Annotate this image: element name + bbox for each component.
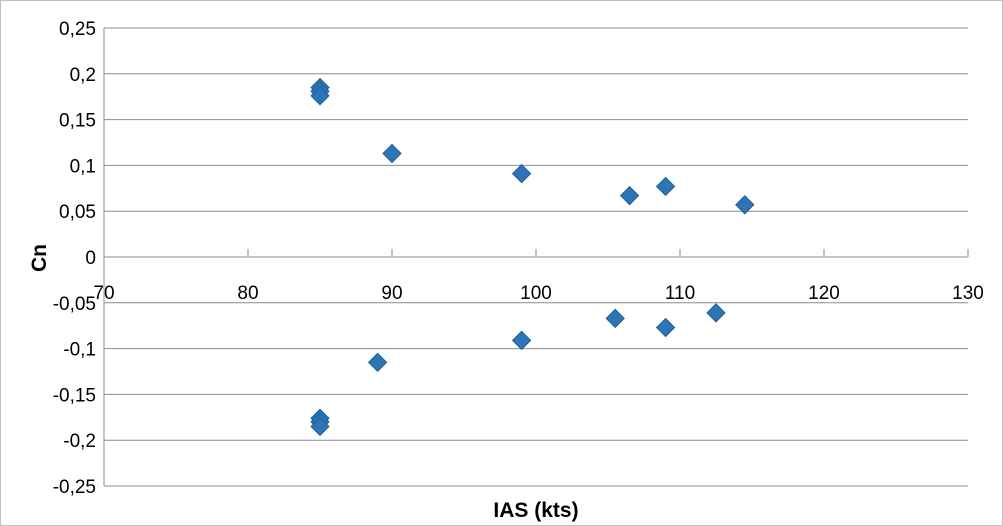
axes [103, 28, 969, 486]
data-point [655, 317, 676, 338]
y-tick-label: 0,25 [59, 19, 96, 40]
y-tick-label: -0,05 [53, 294, 96, 315]
data-point [310, 86, 330, 106]
data-point [310, 416, 330, 437]
x-tick-label: 80 [237, 283, 258, 304]
x-tick-label: 110 [665, 283, 695, 304]
x-tick-labels: 70 80 90 100 110 120 130 [93, 283, 983, 304]
y-tick-label: -0,25 [53, 477, 96, 498]
data-point [619, 185, 640, 206]
data-point [735, 195, 755, 215]
data-point [605, 308, 625, 329]
x-axis-title: IAS (kts) [493, 499, 578, 522]
data-points [310, 77, 755, 437]
y-tick-label: 0 [85, 248, 96, 269]
y-tick-label: 0,2 [70, 65, 96, 86]
y-tick-label: -0,15 [53, 385, 96, 406]
y-tick-label: 0,05 [59, 202, 96, 223]
y-axis-title: Cn [28, 244, 51, 272]
x-tick-label: 90 [381, 283, 402, 304]
x-tick-label: 100 [520, 283, 552, 304]
x-tick-label: 70 [93, 283, 114, 304]
data-point [382, 143, 402, 164]
y-tick-label: -0,1 [63, 340, 96, 361]
y-tick-label: 0,1 [70, 156, 96, 177]
y-tick-label: -0,2 [63, 431, 96, 452]
x-tick-label: 120 [808, 283, 840, 304]
data-point [367, 352, 388, 373]
y-tick-labels: 0,25 0,2 0,15 0,1 0,05 0 -0,05 -0,1 -0,15 -0,2 -0,… [53, 19, 96, 498]
data-point [655, 176, 676, 197]
data-point [511, 163, 532, 184]
gridlines [104, 27, 968, 487]
x-tick-label: 130 [952, 283, 984, 304]
y-tick-label: 0,15 [59, 111, 96, 132]
data-point [706, 303, 726, 323]
data-point [511, 330, 532, 351]
